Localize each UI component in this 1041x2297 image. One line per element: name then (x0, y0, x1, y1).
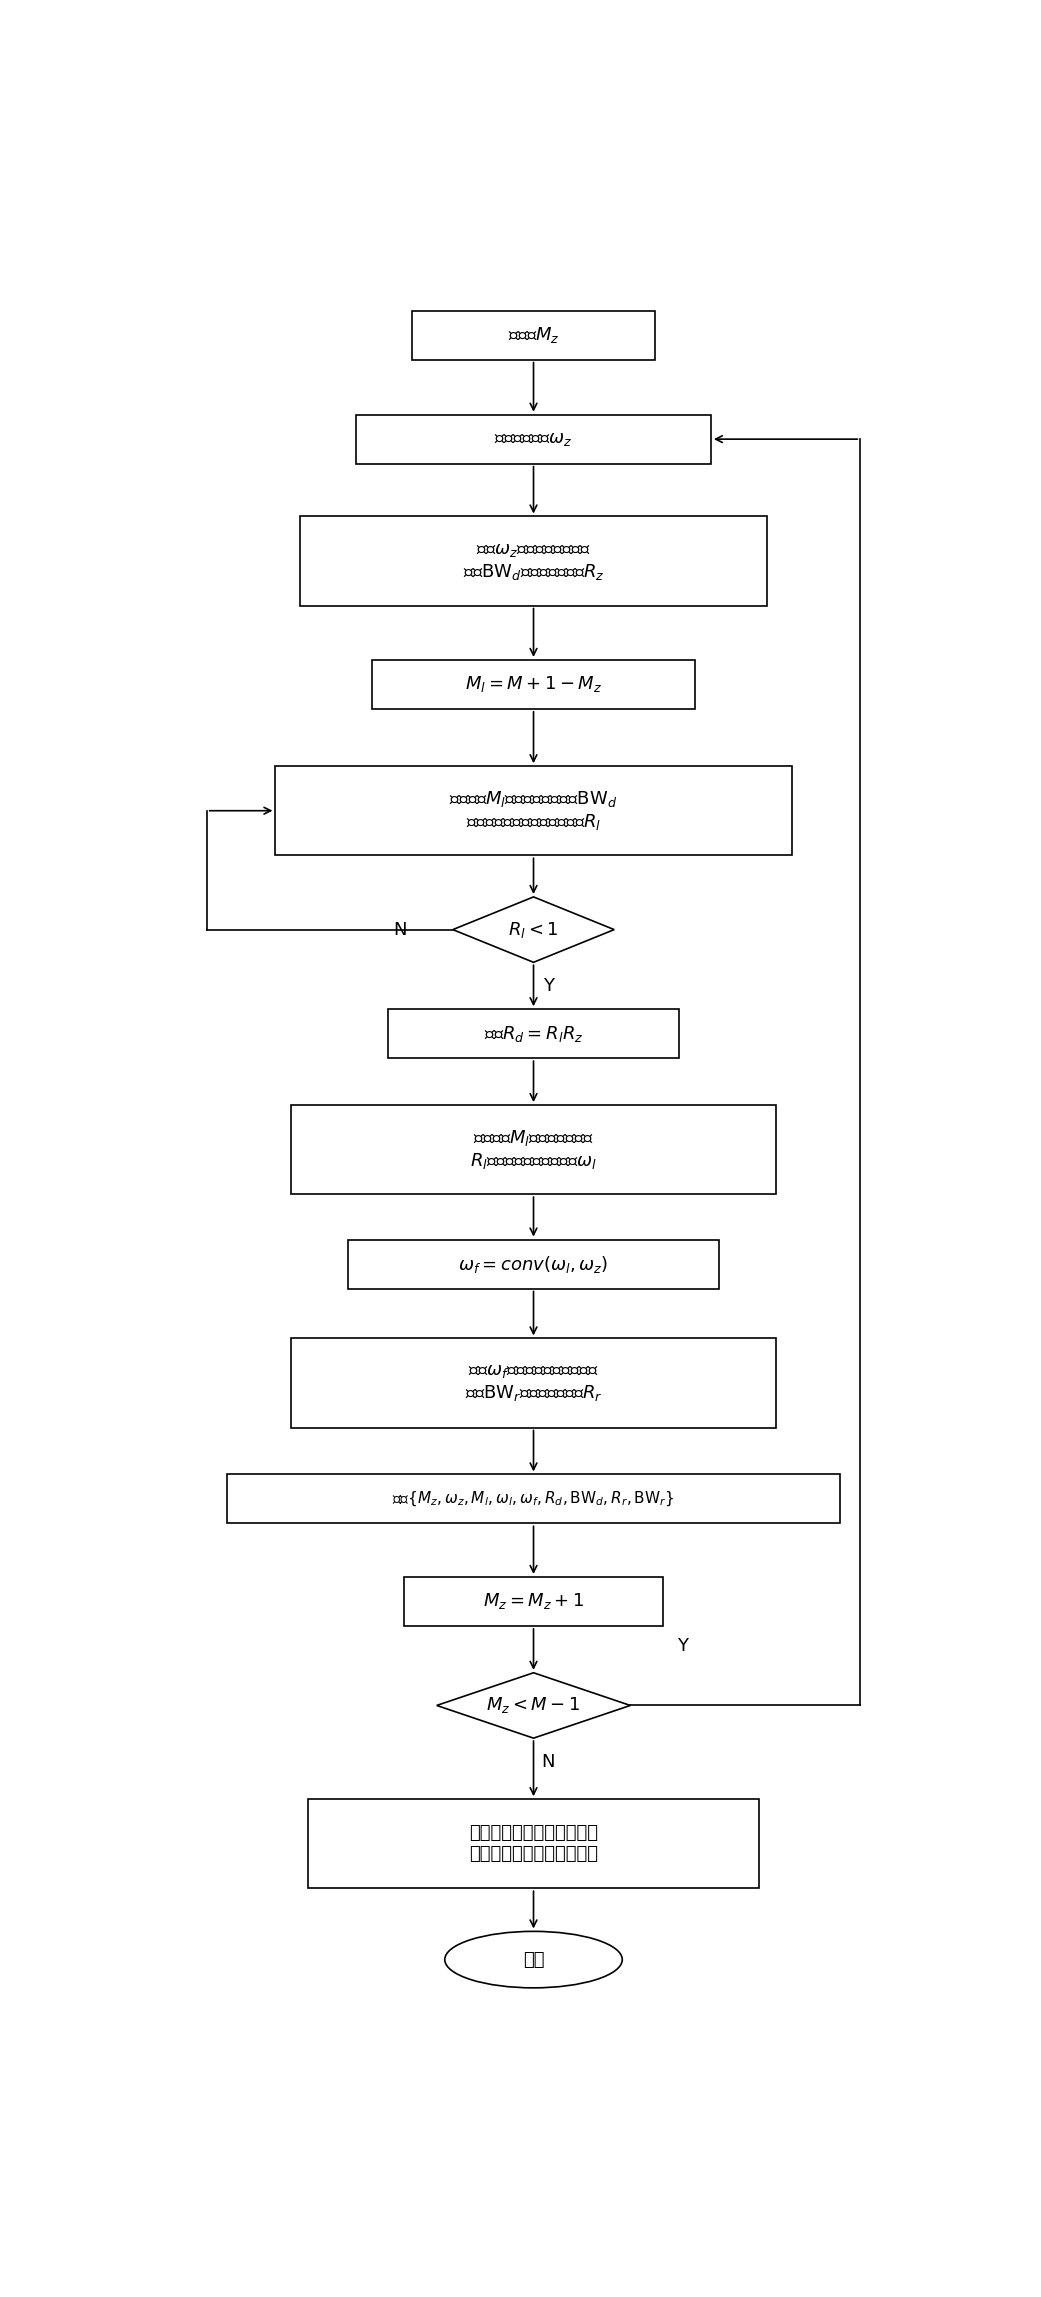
FancyBboxPatch shape (348, 1240, 719, 1289)
Text: 初始化$M_z$: 初始化$M_z$ (508, 326, 559, 345)
Text: Y: Y (542, 976, 554, 995)
FancyBboxPatch shape (275, 767, 792, 854)
FancyBboxPatch shape (404, 1578, 662, 1626)
FancyBboxPatch shape (412, 310, 655, 361)
Text: $M_z<M-1$: $M_z<M-1$ (486, 1695, 581, 1716)
Text: 在阵元数$M_l$，主瓣波束宽度为BW$_d$
的条件下，计算副瓣电平参数$R_l$: 在阵元数$M_l$，主瓣波束宽度为BW$_d$ 的条件下，计算副瓣电平参数$R_… (450, 790, 617, 832)
Text: 计算$\omega_f$对应波束图的主瓣波束
宽度BW$_r$和最大副瓣电平$R_r$: 计算$\omega_f$对应波束图的主瓣波束 宽度BW$_r$和最大副瓣电平$R… (464, 1362, 603, 1403)
Text: 计算$R_d = R_lR_z$: 计算$R_d = R_lR_z$ (484, 1024, 583, 1043)
FancyBboxPatch shape (388, 1008, 679, 1059)
Text: 计算$\omega_z$对应波束图的波束
宽度BW$_d$和最大副瓣电平$R_z$: 计算$\omega_z$对应波束图的波束 宽度BW$_d$和最大副瓣电平$R_z… (462, 540, 605, 581)
FancyBboxPatch shape (373, 659, 695, 710)
Text: $M_z = M_z+1$: $M_z = M_z+1$ (483, 1592, 584, 1612)
Polygon shape (453, 896, 614, 962)
FancyBboxPatch shape (227, 1475, 840, 1523)
FancyBboxPatch shape (356, 416, 711, 464)
Text: Y: Y (678, 1638, 688, 1656)
Text: N: N (393, 921, 407, 939)
FancyBboxPatch shape (300, 517, 767, 606)
Text: 结束: 结束 (523, 1950, 544, 1969)
Text: $\omega_f = conv(\omega_l,\omega_z)$: $\omega_f = conv(\omega_l,\omega_z)$ (458, 1254, 609, 1275)
Ellipse shape (445, 1932, 623, 1987)
Text: $R_l<1$: $R_l<1$ (508, 919, 559, 939)
Text: 在阵元数$M_l$，副瓣电平参数
$R_l$的条件下，计算权向量$\omega_l$: 在阵元数$M_l$，副瓣电平参数 $R_l$的条件下，计算权向量$\omega_… (469, 1128, 598, 1171)
Text: 记录$\{M_z,\omega_z,M_l,\omega_l,\omega_f,R_d,\mathrm{BW}_d,R_r,\mathrm{BW}_r\}$: 记录$\{M_z,\omega_z,M_l,\omega_l,\omega_f,… (392, 1491, 675, 1509)
Text: 计算零陷权值$\omega_z$: 计算零陷权值$\omega_z$ (494, 430, 573, 448)
FancyBboxPatch shape (291, 1105, 776, 1194)
Text: N: N (541, 1753, 555, 1771)
FancyBboxPatch shape (308, 1799, 759, 1888)
FancyBboxPatch shape (291, 1339, 776, 1426)
Text: $M_l = M+1-M_z$: $M_l = M+1-M_z$ (465, 675, 602, 694)
Text: 按照波束宽度最小或者最大
副瓣电平最小选择最优权值: 按照波束宽度最小或者最大 副瓣电平最小选择最优权值 (469, 1824, 598, 1863)
Polygon shape (437, 1672, 630, 1739)
